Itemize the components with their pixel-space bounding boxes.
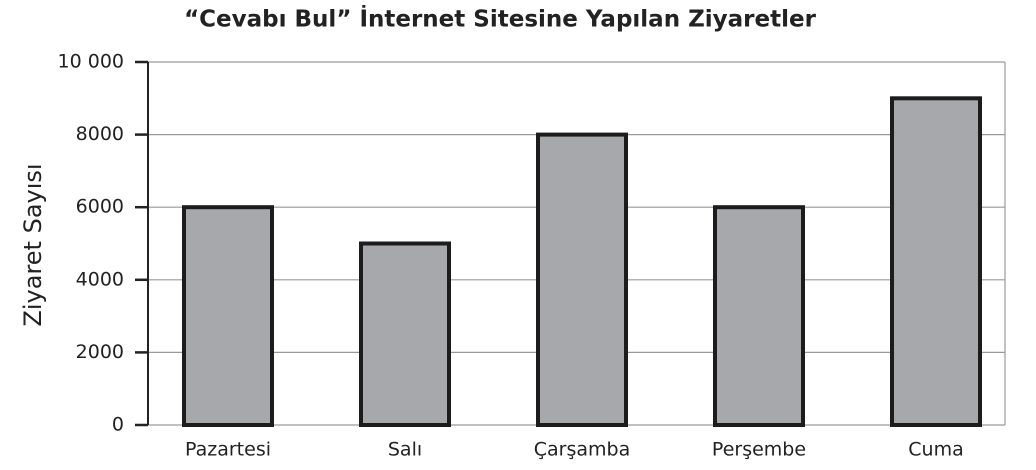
x-tick-label: Perşembe xyxy=(712,439,806,461)
bar xyxy=(536,132,628,427)
chart-title: “Cevabı Bul” İnternet Sitesine Yapılan Z… xyxy=(184,5,817,33)
x-tick-label: Pazartesi xyxy=(185,439,271,461)
bar xyxy=(359,241,451,427)
x-tick-label: Cuma xyxy=(908,439,963,461)
y-tick-label: 10 000 xyxy=(58,51,124,73)
x-tick-label: Salı xyxy=(388,439,422,461)
y-axis-label: Ziyaret Sayısı xyxy=(19,163,47,326)
y-tick-label: 4000 xyxy=(76,268,124,290)
y-tick-label: 2000 xyxy=(76,341,124,363)
y-tick-label: 6000 xyxy=(76,196,124,218)
bar xyxy=(890,96,982,428)
bar xyxy=(713,205,805,427)
x-tick-label: Çarşamba xyxy=(534,439,630,461)
y-tick-label: 8000 xyxy=(76,123,124,145)
bar xyxy=(182,205,274,427)
y-tick-label: 0 xyxy=(112,414,124,436)
